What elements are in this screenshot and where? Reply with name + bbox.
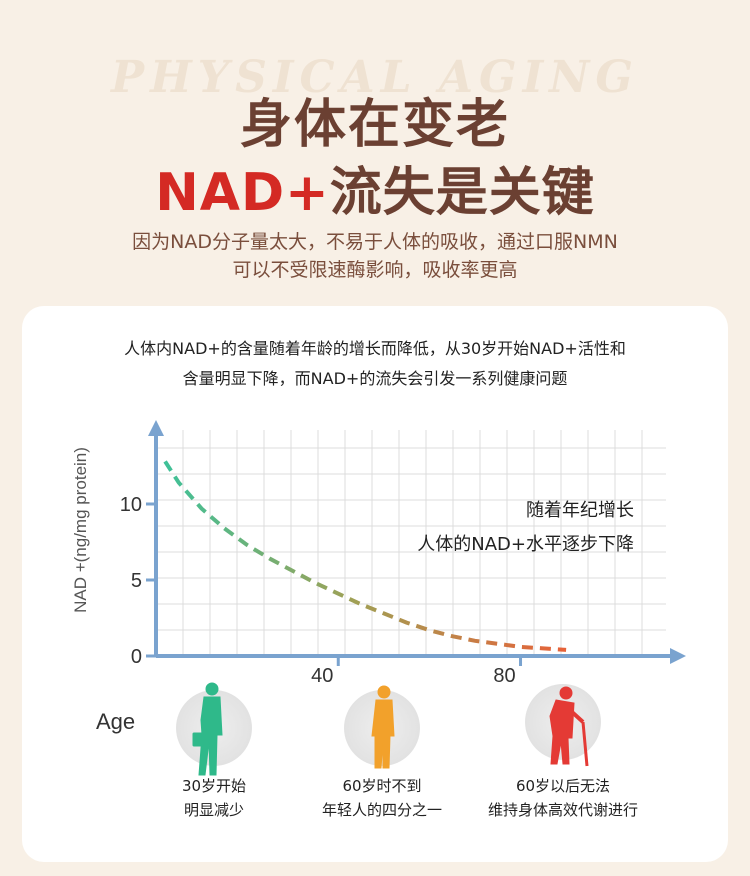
figure-60s-stooped bbox=[344, 685, 420, 769]
nad-level-series-line bbox=[163, 460, 567, 652]
nad-highlight: NAD+ bbox=[155, 163, 330, 223]
figure-2-caption-line-2: 年轻人的四分之一 bbox=[321, 801, 442, 819]
chart-card bbox=[22, 306, 728, 862]
page-subtitle-headline: NAD+流失是关键 bbox=[0, 150, 750, 225]
older-person-icon bbox=[371, 685, 395, 769]
x-axis-label-age: Age bbox=[96, 709, 135, 734]
chart-axes bbox=[148, 420, 686, 664]
figure-30s-walker bbox=[176, 682, 252, 776]
walking-man-icon bbox=[192, 682, 223, 776]
cane-icon bbox=[581, 721, 589, 767]
x-tick-label: 40 bbox=[311, 665, 333, 687]
chart-description-line-2: 含量明显下降，而NAD+的流失会引发一系列健康问题 bbox=[182, 369, 568, 388]
y-tick-label: 0 bbox=[131, 646, 142, 668]
x-tick-label: 80 bbox=[493, 665, 515, 687]
page-title: 身体在变老 bbox=[239, 95, 510, 155]
y-axis-arrow bbox=[148, 420, 164, 436]
y-tick-label: 5 bbox=[131, 570, 142, 592]
intro-text: 因为NAD分子量太大，不易于人体的吸收，通过口服NMN 可以不受限速酶影响，吸收… bbox=[0, 228, 750, 284]
intro-line-2: 可以不受限速酶影响，吸收率更高 bbox=[232, 259, 518, 281]
figure-1-caption-line-2: 明显减少 bbox=[183, 801, 244, 819]
chart-description-line-1: 人体内NAD+的含量随着年龄的增长而降低，从30岁开始NAD+活性和 bbox=[124, 339, 626, 358]
y-axis-label: NAD +(ng/mg protein) bbox=[71, 447, 90, 613]
y-tick-label: 10 bbox=[120, 494, 142, 516]
figure-3-caption-line-2: 维持身体高效代谢进行 bbox=[487, 801, 638, 819]
figure-3-caption-line-1: 60岁以后无法 bbox=[515, 777, 611, 795]
figure-2-caption: 60岁时不到 年轻人的四分之一 bbox=[297, 774, 467, 822]
figure-1-caption-line-1: 30岁开始 bbox=[181, 777, 247, 795]
annotation-line-1: 随着年纪增长 bbox=[526, 500, 634, 521]
annotation-line-2: 人体的NAD+水平逐步下降 bbox=[417, 534, 634, 555]
figure-3-caption: 60岁以后无法 维持身体高效代谢进行 bbox=[478, 774, 648, 822]
headline-rest: 流失是关键 bbox=[329, 163, 595, 223]
elderly-with-cane-icon bbox=[549, 686, 589, 767]
chart-description: 人体内NAD+的含量随着年龄的增长而降低，从30岁开始NAD+活性和 含量明显下… bbox=[0, 334, 750, 394]
figure-elderly-cane bbox=[525, 684, 601, 767]
figure-1-caption: 30岁开始 明显减少 bbox=[129, 774, 299, 822]
x-axis-arrow bbox=[670, 648, 686, 664]
chart-ticks: 0 5 10 40 80 bbox=[120, 494, 523, 687]
figure-2-caption-line-1: 60岁时不到 bbox=[342, 777, 422, 795]
intro-line-1: 因为NAD分子量太大，不易于人体的吸收，通过口服NMN bbox=[132, 231, 618, 253]
background-watermark: PHYSICAL AGING bbox=[111, 52, 639, 103]
